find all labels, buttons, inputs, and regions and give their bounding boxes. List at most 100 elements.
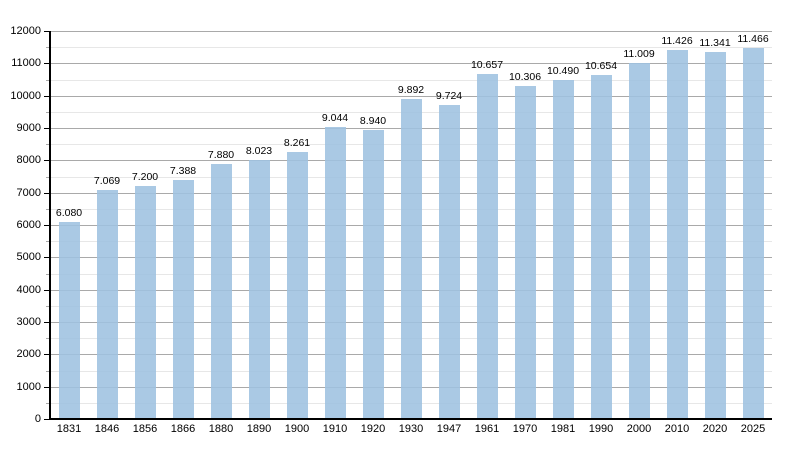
y-minor-tick bbox=[46, 338, 50, 340]
bar-value-label: 10.654 bbox=[584, 59, 618, 72]
x-tick-label: 1970 bbox=[512, 423, 538, 435]
bar-1910 bbox=[324, 126, 346, 419]
bar-value-label: 6.080 bbox=[55, 207, 83, 220]
x-tick-label: 2010 bbox=[664, 423, 690, 435]
y-major-tick bbox=[44, 354, 50, 356]
y-major-tick bbox=[44, 128, 50, 129]
x-tick-label: 1831 bbox=[56, 423, 82, 435]
bar-value-label: 10.490 bbox=[546, 64, 580, 77]
bar-1856 bbox=[134, 186, 156, 419]
y-minor-tick bbox=[46, 144, 50, 146]
bar-2025 bbox=[742, 48, 764, 419]
y-tick-label: 11000 bbox=[11, 57, 41, 70]
plot-area: 6.080 7.069 7.200 7.388 7.880 8.023 8.261 9.044… bbox=[50, 31, 772, 419]
bar-value-label: 10.657 bbox=[470, 59, 504, 72]
major-gridline bbox=[50, 95, 772, 97]
y-tick-label: 2000 bbox=[16, 348, 41, 361]
bar-2010 bbox=[666, 49, 688, 419]
bar-value-label: 9.892 bbox=[397, 84, 425, 97]
y-major-tick bbox=[44, 257, 50, 259]
bar-2020 bbox=[704, 52, 726, 419]
y-minor-tick bbox=[46, 79, 50, 81]
bar-value-label: 7.388 bbox=[169, 165, 197, 178]
major-gridline bbox=[50, 31, 772, 32]
bar-1831 bbox=[58, 222, 80, 419]
y-tick-label: 7000 bbox=[16, 186, 41, 199]
bar-value-label: 7.069 bbox=[93, 175, 121, 188]
y-minor-tick bbox=[46, 370, 50, 372]
bar-value-label: 7.880 bbox=[207, 149, 235, 162]
bar-1947 bbox=[438, 104, 460, 419]
x-tick-label: 1846 bbox=[94, 423, 120, 435]
x-tick-label: 1920 bbox=[360, 423, 386, 435]
y-major-tick bbox=[44, 95, 50, 97]
x-tick-label: 1900 bbox=[284, 423, 310, 435]
bar-1970 bbox=[514, 85, 536, 419]
x-tick-label: 2000 bbox=[626, 423, 652, 435]
bar-1990 bbox=[590, 74, 612, 419]
y-major-tick bbox=[44, 192, 50, 194]
x-tick-label: 1981 bbox=[550, 423, 576, 435]
major-gridline bbox=[50, 63, 772, 65]
bar-1981 bbox=[552, 79, 574, 419]
y-major-tick bbox=[44, 289, 50, 291]
bar-1961 bbox=[476, 74, 498, 419]
x-tick-label: 1856 bbox=[132, 423, 158, 435]
bar-1920 bbox=[362, 129, 384, 419]
bar-1930 bbox=[400, 99, 422, 419]
bar-2000 bbox=[628, 63, 650, 419]
y-tick-label: 3000 bbox=[16, 316, 41, 328]
y-tick-label: 10000 bbox=[10, 89, 41, 102]
y-minor-tick bbox=[46, 402, 50, 404]
x-tick-label: 1961 bbox=[474, 423, 500, 435]
y-tick-label: 5000 bbox=[16, 251, 41, 264]
bar-value-label: 8.023 bbox=[245, 144, 273, 157]
bar-value-label: 8.940 bbox=[359, 114, 387, 127]
x-tick-label: 1990 bbox=[588, 423, 614, 435]
x-tick-label: 1930 bbox=[398, 423, 424, 435]
minor-gridline bbox=[50, 47, 772, 49]
x-tick-label: 1890 bbox=[246, 423, 272, 435]
y-tick-label: 8000 bbox=[16, 154, 41, 167]
x-tick-label: 2020 bbox=[702, 423, 728, 435]
bar-value-label: 11.009 bbox=[623, 48, 655, 60]
bar-value-label: 11.426 bbox=[661, 34, 693, 47]
y-major-tick bbox=[44, 225, 50, 226]
y-minor-tick bbox=[46, 305, 50, 307]
y-minor-tick bbox=[46, 111, 50, 113]
bar-value-label: 8.261 bbox=[283, 136, 311, 149]
y-tick-label: 1000 bbox=[16, 380, 41, 393]
y-minor-tick bbox=[46, 47, 50, 49]
y-minor-tick bbox=[46, 176, 50, 178]
y-minor-tick bbox=[46, 273, 50, 275]
y-tick-label: 4000 bbox=[16, 283, 41, 296]
bar-value-label: 10.306 bbox=[508, 70, 542, 83]
bar-value-label: 9.724 bbox=[435, 89, 463, 102]
bar-1900 bbox=[286, 151, 308, 419]
bar-1846 bbox=[96, 190, 118, 419]
y-major-tick bbox=[44, 160, 50, 162]
bar-value-label: 7.200 bbox=[131, 171, 159, 184]
minor-gridline bbox=[50, 79, 772, 81]
y-major-tick bbox=[44, 63, 50, 65]
bar-value-label: 11.341 bbox=[699, 37, 731, 50]
x-tick-label: 1910 bbox=[322, 423, 348, 435]
x-tick-label: 2025 bbox=[740, 423, 766, 435]
bar-1866 bbox=[172, 180, 194, 419]
x-axis-line bbox=[49, 418, 772, 420]
y-major-tick bbox=[44, 386, 50, 388]
x-tick-label: 1880 bbox=[208, 423, 234, 435]
y-axis-line bbox=[49, 31, 51, 419]
bar-1880 bbox=[210, 164, 232, 419]
y-minor-tick bbox=[46, 208, 50, 210]
bar-value-label: 11.466 bbox=[737, 33, 769, 46]
y-major-tick bbox=[44, 31, 50, 32]
y-tick-label: 0 bbox=[34, 413, 41, 425]
y-tick-label: 6000 bbox=[16, 219, 41, 231]
y-tick-label: 12000 bbox=[10, 25, 41, 37]
bar-1890 bbox=[248, 159, 270, 419]
y-major-tick bbox=[44, 419, 50, 420]
bar-value-label: 9.044 bbox=[321, 111, 349, 124]
y-minor-tick bbox=[46, 241, 50, 243]
